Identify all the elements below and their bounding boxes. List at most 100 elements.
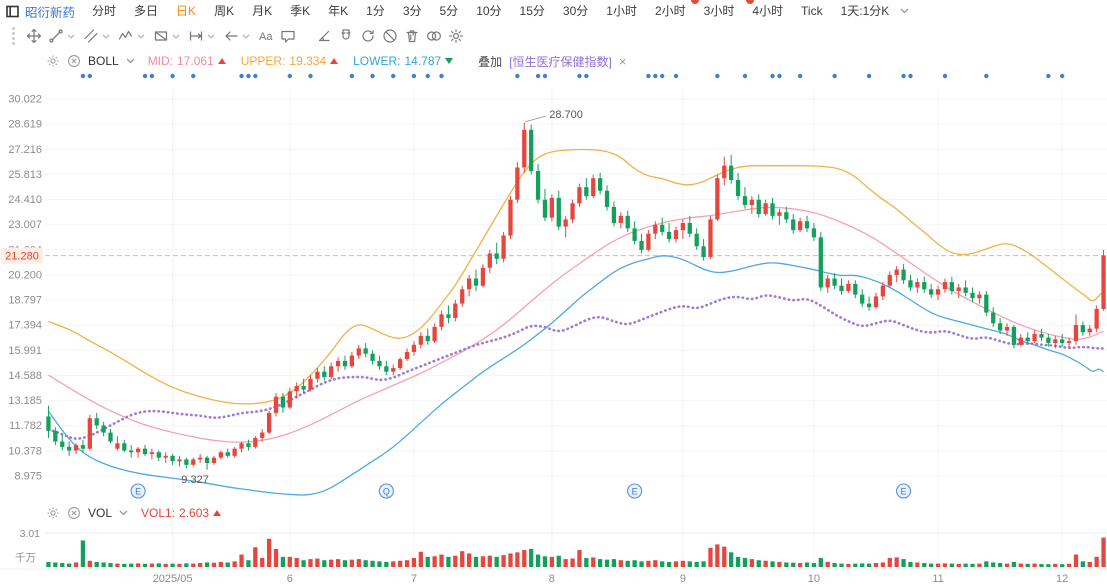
news-dot[interactable] xyxy=(653,73,658,79)
toolbar-drag-handle[interactable] xyxy=(12,27,15,45)
nav-item-3[interactable]: 周K xyxy=(214,4,235,18)
event-marker-circle[interactable] xyxy=(130,483,146,499)
news-dot[interactable] xyxy=(142,73,148,79)
nav-item-6[interactable]: 年K xyxy=(328,4,349,18)
overlay-button[interactable]: 叠加 xyxy=(478,54,503,69)
news-dot[interactable] xyxy=(411,73,417,79)
event-marker-circle[interactable] xyxy=(896,483,912,499)
event-marker-circle[interactable] xyxy=(627,483,643,499)
move-icon[interactable] xyxy=(23,25,45,47)
nav-item-11[interactable]: 15分 xyxy=(519,4,545,18)
news-dot[interactable] xyxy=(715,73,720,79)
news-dot[interactable] xyxy=(80,73,86,79)
nav-item-15[interactable]: 3小时 xyxy=(703,4,735,18)
news-dot[interactable] xyxy=(425,73,430,79)
chevron-down-icon[interactable] xyxy=(207,34,215,39)
chevron-down-icon[interactable] xyxy=(172,34,180,39)
news-dot[interactable] xyxy=(577,73,582,79)
chevron-down-icon[interactable] xyxy=(119,510,128,516)
nav-item-5[interactable]: 季K xyxy=(290,4,311,18)
refresh-icon[interactable] xyxy=(357,25,379,47)
nav-item-8[interactable]: 3分 xyxy=(402,4,422,18)
measure-icon[interactable] xyxy=(185,25,207,47)
layout-window-icon[interactable] xyxy=(6,5,19,18)
chevron-down-icon[interactable] xyxy=(102,34,110,39)
news-dot[interactable] xyxy=(535,73,541,79)
news-dot[interactable] xyxy=(942,73,948,79)
news-dot[interactable] xyxy=(170,73,175,79)
news-dot[interactable] xyxy=(1059,73,1065,79)
delete-icon[interactable] xyxy=(401,25,423,47)
nav-item-12[interactable]: 30分 xyxy=(562,4,589,18)
news-dot[interactable] xyxy=(770,73,775,79)
news-dot[interactable] xyxy=(984,73,989,79)
nav-item-4[interactable]: 月K xyxy=(252,4,273,18)
news-dot[interactable] xyxy=(287,73,293,79)
comment-icon[interactable] xyxy=(277,25,299,47)
event-marker-circle[interactable] xyxy=(378,483,394,499)
channel-icon[interactable] xyxy=(80,25,102,47)
news-dot[interactable] xyxy=(542,73,548,79)
news-dot[interactable] xyxy=(742,73,748,79)
news-dot[interactable] xyxy=(1046,73,1051,79)
news-dot[interactable] xyxy=(246,73,251,79)
news-dot[interactable] xyxy=(673,73,679,79)
stock-name[interactable]: 昭衍新药 xyxy=(25,5,76,20)
news-dot[interactable] xyxy=(439,73,444,79)
nav-item-2[interactable]: 日K xyxy=(176,4,197,18)
overlay-close-icon[interactable]: × xyxy=(618,53,627,69)
news-dot[interactable] xyxy=(515,73,520,79)
news-dot[interactable] xyxy=(866,73,872,79)
indicator-name[interactable]: VOL xyxy=(88,506,113,520)
angle-icon[interactable] xyxy=(313,25,335,47)
news-dot[interactable] xyxy=(908,73,913,79)
indicator-name[interactable]: BOLL xyxy=(88,54,119,68)
nav-item-10[interactable]: 10分 xyxy=(476,4,502,18)
news-dot[interactable] xyxy=(660,73,665,79)
nav-item-7[interactable]: 1分 xyxy=(366,4,385,18)
chevron-down-icon[interactable] xyxy=(67,34,75,39)
settings-icon[interactable] xyxy=(445,25,467,47)
news-dot[interactable] xyxy=(253,73,258,79)
news-dot[interactable] xyxy=(370,73,375,79)
nav-item-13[interactable]: 1小时 xyxy=(606,4,637,18)
trendline-icon[interactable] xyxy=(45,25,67,47)
chevron-down-icon[interactable] xyxy=(900,8,909,14)
news-dot[interactable] xyxy=(777,73,782,79)
chevron-down-icon[interactable] xyxy=(137,34,145,39)
news-dot[interactable] xyxy=(584,73,589,79)
news-dot[interactable] xyxy=(901,73,906,79)
news-dot[interactable] xyxy=(191,73,196,79)
wave-icon[interactable] xyxy=(115,25,137,47)
indicator-settings-icon[interactable] xyxy=(46,54,60,68)
nav-item-9[interactable]: 5分 xyxy=(439,4,459,18)
news-dot[interactable] xyxy=(832,73,837,79)
news-dot[interactable] xyxy=(797,73,803,79)
arrow-left-icon[interactable] xyxy=(220,25,242,47)
magnet-icon[interactable] xyxy=(335,25,357,47)
news-dot[interactable] xyxy=(349,73,355,79)
overlay-index-name[interactable]: [恒生医疗保健指数] xyxy=(509,54,612,69)
nav-item-1[interactable]: 多日 xyxy=(134,4,159,18)
chevron-down-icon[interactable] xyxy=(126,58,135,64)
indicator-close-icon[interactable] xyxy=(67,506,81,520)
nav-item-18[interactable]: 1天:1分K xyxy=(840,4,890,18)
news-dot[interactable] xyxy=(239,73,244,79)
compare-icon[interactable] xyxy=(423,25,445,47)
news-dot[interactable] xyxy=(646,73,651,79)
nav-item-14[interactable]: 2小时 xyxy=(654,4,686,18)
indicator-settings-icon[interactable] xyxy=(46,506,60,520)
chevron-down-icon[interactable] xyxy=(242,34,250,39)
indicator-close-icon[interactable] xyxy=(67,54,81,68)
hide-icon[interactable] xyxy=(379,25,401,47)
rect-icon[interactable] xyxy=(150,25,172,47)
text-icon[interactable]: Aa xyxy=(255,25,277,47)
news-dot[interactable] xyxy=(149,73,155,79)
news-dot[interactable] xyxy=(87,73,93,79)
nav-item-17[interactable]: Tick xyxy=(801,4,823,18)
nav-item-16[interactable]: 4小时 xyxy=(752,4,784,18)
news-dot[interactable] xyxy=(308,73,313,79)
nav-item-0[interactable]: 分时 xyxy=(92,4,117,18)
news-dot[interactable] xyxy=(391,73,396,79)
